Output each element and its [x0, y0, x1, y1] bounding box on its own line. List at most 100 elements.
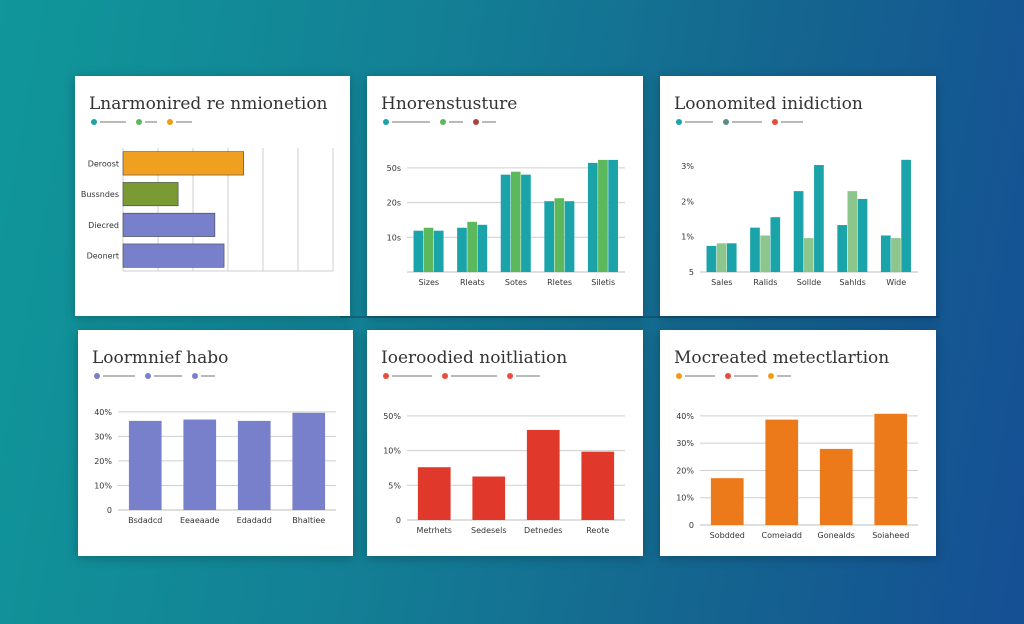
- legend-item: [507, 373, 540, 379]
- bar: [726, 243, 737, 272]
- legend-swatch: [91, 119, 97, 125]
- panel-title: Loonomited inidiction: [674, 94, 863, 114]
- y-tick-label: 10s: [387, 233, 401, 242]
- category-label: Sedesels: [471, 526, 506, 535]
- y-tick-label: 10%: [676, 494, 694, 503]
- y-tick-label: 20s: [387, 199, 401, 208]
- y-tick-label: 20%: [94, 457, 112, 466]
- category-label: Rletes: [547, 278, 572, 287]
- category-label: Bsdadcd: [128, 516, 162, 525]
- bar: [433, 230, 444, 272]
- legend-label-placeholder: [154, 375, 182, 377]
- category-label: Rleats: [460, 278, 485, 287]
- bar: [581, 451, 615, 520]
- legend-label-placeholder: [516, 375, 540, 377]
- legend-swatch: [145, 373, 151, 379]
- legend-label-placeholder: [482, 121, 496, 123]
- legend-item: [768, 373, 791, 379]
- legend: [383, 370, 540, 382]
- category-label: Bhaltiee: [292, 516, 325, 525]
- bar: [706, 245, 717, 272]
- bar: [122, 243, 225, 268]
- legend-label-placeholder: [734, 375, 758, 377]
- legend-item: [676, 119, 713, 125]
- category-label: Siletis: [591, 278, 615, 287]
- legend-label-placeholder: [781, 121, 803, 123]
- bar: [587, 162, 598, 272]
- category-label: Wide: [886, 278, 906, 287]
- legend-label-placeholder: [449, 121, 463, 123]
- bar: [837, 225, 848, 272]
- bar: [880, 235, 891, 272]
- y-tick-label: 40%: [676, 412, 694, 421]
- y-tick-label: 0: [689, 521, 694, 530]
- category-label: Sahlds: [839, 278, 866, 287]
- y-tick-label: 30%: [94, 432, 112, 441]
- y-tick-label: 30%: [676, 439, 694, 448]
- legend-item: [676, 373, 715, 379]
- legend-label-placeholder: [777, 375, 791, 377]
- legend-swatch: [676, 119, 682, 125]
- chart-svg: 5 1% 2% 3% Sales Ralids Sollde Sahlds Wide: [681, 159, 918, 287]
- bar: [765, 419, 799, 525]
- panel-title: Lnarmonired re nmionetion: [89, 94, 328, 114]
- legend-swatch: [676, 373, 682, 379]
- category-label: Sobdded: [710, 531, 745, 540]
- legend-item: [94, 373, 135, 379]
- category-label: Metrhets: [417, 526, 452, 535]
- panel-title: Loormnief habo: [92, 348, 229, 368]
- bar: [847, 191, 858, 272]
- chart-panel-horizontal-bars: Lnarmonired re nmionetion Deroost Bussnde…: [75, 76, 350, 316]
- legend-item: [167, 119, 192, 125]
- bar: [477, 224, 488, 272]
- legend-item: [145, 373, 182, 379]
- bar: [500, 174, 511, 272]
- bar: [128, 420, 162, 510]
- legend-label-placeholder: [103, 375, 135, 377]
- chart-svg: 0 10% 20% 30% 40% Sobdded Comeiadd Gonealds Soia…: [676, 412, 918, 540]
- bar: [819, 448, 853, 525]
- legend-label-placeholder: [685, 121, 713, 123]
- legend-item: [473, 119, 496, 125]
- bar: [803, 238, 814, 272]
- bar: [467, 221, 477, 272]
- legend: [94, 370, 215, 382]
- bar: [122, 151, 245, 176]
- category-label: Deonert: [87, 252, 119, 261]
- bar: [891, 238, 901, 272]
- panel-title: Mocreated metectlartion: [674, 348, 890, 368]
- bar: [716, 243, 727, 272]
- bar: [857, 198, 868, 272]
- legend-label-placeholder: [100, 121, 126, 123]
- category-label: Sales: [711, 278, 732, 287]
- legend-swatch: [383, 119, 389, 125]
- category-label: Soiaheed: [872, 531, 909, 540]
- legend-item: [772, 119, 803, 125]
- bar: [874, 413, 908, 525]
- legend-label-placeholder: [732, 121, 762, 123]
- bar: [750, 227, 760, 272]
- bar: [423, 227, 434, 272]
- legend: [91, 116, 192, 128]
- y-tick-label: 40%: [94, 408, 112, 417]
- category-label: Comeiadd: [762, 531, 802, 540]
- y-tick-label: 0: [396, 516, 401, 525]
- legend-label-placeholder: [145, 121, 157, 123]
- legend-swatch: [725, 373, 731, 379]
- legend-swatch: [723, 119, 729, 125]
- legend-swatch: [440, 119, 446, 125]
- chart-svg: Deroost Bussndes Diecred Deonert: [81, 148, 334, 272]
- legend-item: [723, 119, 762, 125]
- y-tick-label: 2%: [681, 197, 694, 206]
- legend-item: [725, 373, 758, 379]
- legend-swatch: [94, 373, 100, 379]
- y-tick-label: 5%: [388, 481, 401, 490]
- bar: [598, 159, 608, 272]
- legend-item: [91, 119, 126, 125]
- y-tick-label: 50%: [383, 412, 401, 421]
- category-label: Reote: [586, 526, 609, 535]
- chart-panel-grouped-bars: Hnorenstusture 10s 20s 50s Sizes Rleats Sotes…: [367, 76, 643, 316]
- category-label: Detnedes: [524, 526, 562, 535]
- bar: [510, 171, 521, 272]
- legend-swatch: [136, 119, 142, 125]
